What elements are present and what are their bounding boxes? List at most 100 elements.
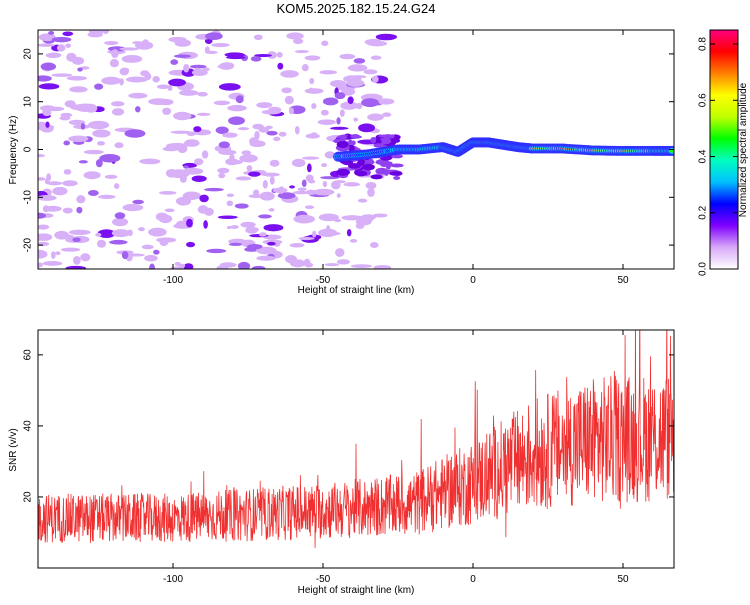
heatmap-cell	[38, 233, 45, 241]
heatmap-y-tick-label: -10	[23, 190, 34, 205]
heatmap-cell	[224, 52, 245, 58]
heatmap-cell	[179, 89, 199, 96]
heatmap-cell	[142, 39, 149, 46]
heatmap-cell	[258, 232, 267, 237]
heatmap-cell	[261, 109, 281, 115]
heatmap-cell	[46, 173, 52, 182]
heatmap-cell	[239, 154, 258, 163]
heatmap-cell	[63, 140, 70, 146]
heatmap-cell	[174, 39, 192, 47]
heatmap-cell	[331, 180, 341, 190]
heatmap-cell	[45, 121, 50, 128]
heatmap-cell	[228, 116, 245, 126]
heatmap-cell	[294, 125, 300, 135]
heatmap-cell	[183, 263, 194, 269]
heatmap-cell	[389, 171, 403, 176]
heatmap-cell	[227, 159, 243, 165]
heatmap-cell	[248, 194, 264, 199]
heatmap-y-tick-label: 0	[23, 146, 34, 152]
heatmap-cell	[125, 76, 148, 83]
heatmap-cell	[324, 151, 336, 159]
heatmap-cell	[269, 159, 280, 167]
heatmap-cell	[294, 50, 310, 54]
colorbar-tick-label: 0.0	[698, 262, 709, 276]
heatmap-cell	[297, 187, 307, 192]
heatmap-cell	[66, 75, 88, 81]
heatmap-cell	[235, 95, 244, 104]
heatmap-cell	[367, 188, 375, 197]
heatmap-cell	[55, 251, 61, 256]
heatmap-cell	[170, 266, 184, 269]
heatmap-cell	[95, 232, 102, 237]
heatmap-cell	[124, 129, 146, 138]
heatmap-cell	[121, 55, 143, 63]
heatmap-cell	[353, 117, 359, 122]
heatmap-cell	[175, 196, 192, 206]
heatmap-cell	[370, 241, 379, 248]
heatmap-cell	[52, 186, 68, 196]
heatmap-cell	[38, 212, 47, 219]
snr-series-line	[38, 330, 674, 548]
heatmap-cell	[38, 154, 46, 158]
heatmap-cell	[278, 186, 285, 194]
heatmap-cell	[97, 229, 116, 239]
heatmap-cell	[204, 46, 210, 54]
heatmap-cell	[343, 182, 361, 187]
heatmap-cell	[51, 73, 73, 77]
heatmap-cell	[68, 229, 91, 236]
snr-y-tick-label: 20	[23, 491, 34, 503]
snr-line	[38, 330, 674, 548]
heatmap-cell	[159, 239, 169, 247]
heatmap-cell	[237, 127, 250, 131]
heatmap-cell	[234, 203, 249, 209]
heatmap-cell	[261, 172, 280, 177]
heatmap-cell	[321, 163, 328, 168]
heatmap-cell	[149, 263, 155, 269]
heatmap-cell	[217, 167, 230, 174]
heatmap-cell	[250, 56, 262, 62]
heatmap-cell	[65, 265, 87, 269]
heatmap-cell	[253, 189, 260, 196]
heatmap-cell	[168, 78, 186, 87]
heatmap-cell	[301, 156, 320, 160]
heatmap-cell	[119, 78, 124, 86]
heatmap-cell	[227, 104, 247, 112]
heatmap-cell	[164, 208, 175, 213]
heatmap-cell	[111, 229, 131, 238]
snr-plot-frame	[37, 329, 675, 569]
heatmap-cell	[38, 177, 46, 181]
heatmap-cell	[219, 262, 237, 268]
heatmap-cell	[112, 217, 129, 227]
heatmap-cell	[256, 246, 277, 255]
heatmap-cell	[336, 141, 349, 149]
heatmap-cell	[183, 165, 189, 169]
heatmap-cell	[148, 98, 170, 106]
heatmap-cell	[365, 181, 377, 189]
heatmap-cell	[68, 135, 89, 143]
heatmap-cell	[319, 70, 338, 75]
heatmap-cell	[309, 78, 315, 85]
heatmap-cell	[111, 108, 125, 116]
heatmap-y-tick-label: 10	[23, 96, 34, 108]
heatmap-cell	[191, 175, 207, 182]
heatmap-cell	[62, 180, 78, 187]
heatmap-cell	[298, 236, 315, 241]
heatmap-cell	[321, 40, 329, 47]
heatmap-cell	[80, 66, 90, 70]
heatmap-cell	[248, 171, 261, 177]
heatmap-cell	[329, 80, 347, 88]
heatmap-cell	[336, 169, 348, 176]
heatmap-cell	[385, 163, 391, 170]
heatmap-cell	[347, 96, 354, 105]
heatmap-cell	[48, 30, 55, 35]
heatmap-cell	[226, 200, 234, 207]
heatmap-cell	[99, 154, 121, 163]
colorbar-label: Normalized spectral amplitude	[738, 82, 749, 217]
heatmap-cell	[280, 70, 299, 78]
heatmap-cell	[361, 163, 375, 171]
heatmap-cell	[184, 139, 200, 147]
heatmap-cell	[278, 131, 287, 137]
heatmap-cell	[304, 88, 324, 94]
heatmap-cell	[226, 193, 235, 197]
heatmap-cell	[38, 75, 52, 82]
